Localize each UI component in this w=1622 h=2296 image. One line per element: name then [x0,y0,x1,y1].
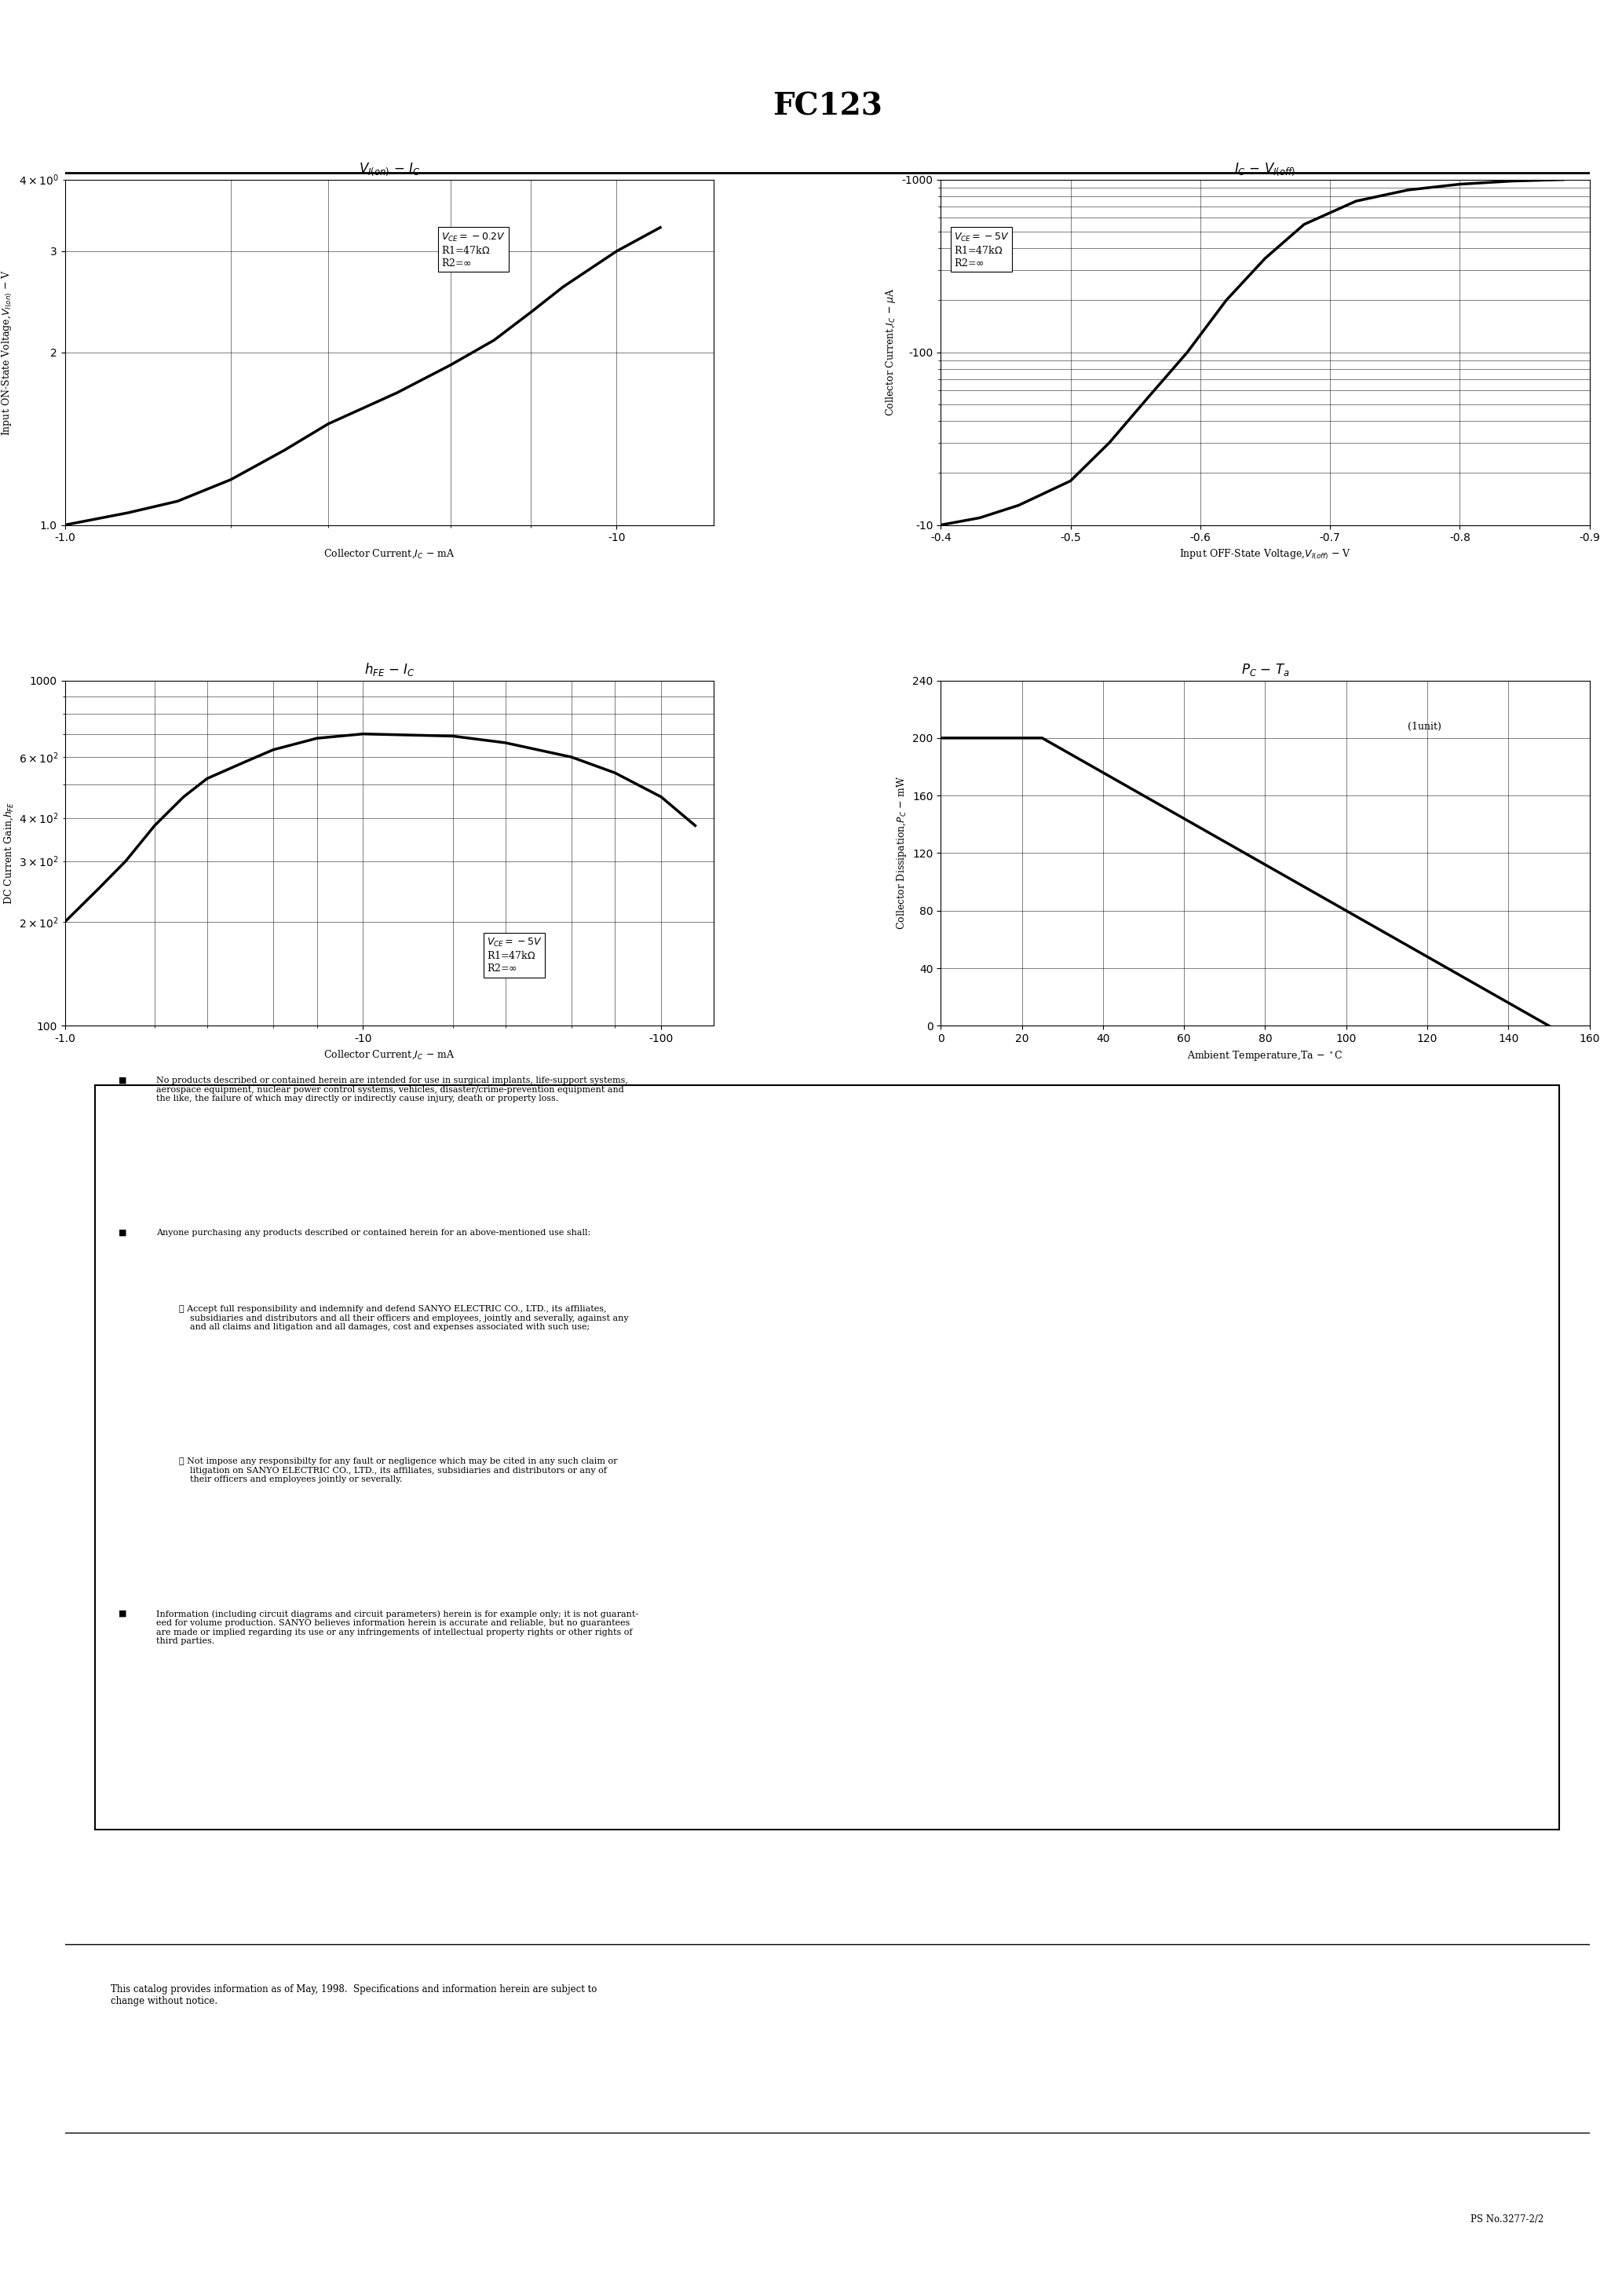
Text: ■: ■ [118,1077,127,1084]
Y-axis label: DC Current Gain,$h_{FE}$: DC Current Gain,$h_{FE}$ [3,801,15,905]
Text: Anyone purchasing any products described or contained herein for an above-mentio: Anyone purchasing any products described… [156,1228,590,1238]
Text: $V_{CE}=-0.2V$
R1=47k$\Omega$
R2=$\infty$: $V_{CE}=-0.2V$ R1=47k$\Omega$ R2=$\infty… [441,232,506,269]
Text: $V_{CE}=-5V$
R1=47k$\Omega$
R2=$\infty$: $V_{CE}=-5V$ R1=47k$\Omega$ R2=$\infty$ [954,232,1009,269]
Text: $V_{CE}=-5V$
R1=47k$\Omega$
R2=$\infty$: $V_{CE}=-5V$ R1=47k$\Omega$ R2=$\infty$ [487,937,542,974]
X-axis label: Collector Current,$I_C$ $-$ mA: Collector Current,$I_C$ $-$ mA [323,1049,456,1061]
Text: PS No.3277-2/2: PS No.3277-2/2 [1471,2216,1544,2225]
Text: No products described or contained herein are intended for use in surgical impla: No products described or contained herei… [156,1077,628,1102]
Text: Information (including circuit diagrams and circuit parameters) herein is for ex: Information (including circuit diagrams … [156,1609,639,1646]
Text: FC123: FC123 [772,92,882,122]
X-axis label: Ambient Temperature,Ta $-$ $^\circ$C: Ambient Temperature,Ta $-$ $^\circ$C [1187,1049,1343,1063]
Title: $P_C$ $-$ $T_a$: $P_C$ $-$ $T_a$ [1241,661,1289,677]
Text: ■: ■ [118,1228,127,1238]
Text: This catalog provides information as of May, 1998.  Specifications and informati: This catalog provides information as of … [110,1984,597,2007]
Text: ■: ■ [118,1609,127,1619]
Y-axis label: Collector Current,$I_C$ $-$ $\mu$A: Collector Current,$I_C$ $-$ $\mu$A [884,287,897,416]
X-axis label: Input OFF-State Voltage,$V_{I(off)}$ $-$ V: Input OFF-State Voltage,$V_{I(off)}$ $-$… [1179,549,1351,563]
X-axis label: Collector Current,$I_C$ $-$ mA: Collector Current,$I_C$ $-$ mA [323,549,456,560]
Text: ① Accept full responsibility and indemnify and defend SANYO ELECTRIC CO., LTD., : ① Accept full responsibility and indemni… [178,1304,629,1332]
Y-axis label: Collector Dissipation,$P_C$ $-$ mW: Collector Dissipation,$P_C$ $-$ mW [895,776,908,930]
Title: $V_{I(on)}$ $-$ $I_C$: $V_{I(on)}$ $-$ $I_C$ [358,161,420,177]
Y-axis label: Input ON-State Voltage,$V_{I(on)}$ $-$ V: Input ON-State Voltage,$V_{I(on)}$ $-$ V [2,269,15,436]
Text: (1unit): (1unit) [1408,721,1442,732]
FancyBboxPatch shape [96,1086,1559,1830]
Title: $h_{FE}$ $-$ $I_C$: $h_{FE}$ $-$ $I_C$ [363,661,415,677]
Title: $I_C$ $-$ $V_{I(off)}$: $I_C$ $-$ $V_{I(off)}$ [1234,161,1296,177]
Text: ② Not impose any responsibilty for any fault or negligence which may be cited in: ② Not impose any responsibilty for any f… [178,1458,618,1483]
